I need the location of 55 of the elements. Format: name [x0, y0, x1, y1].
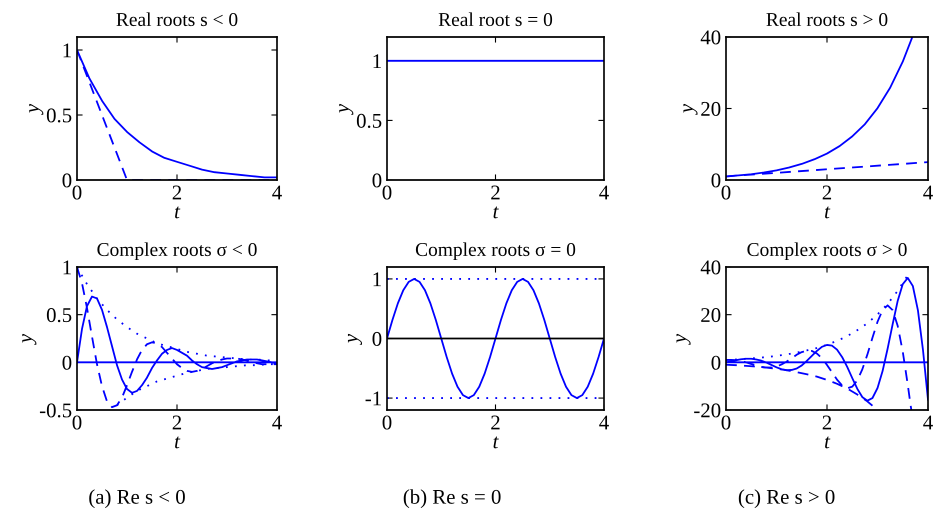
y-axis-title: y	[348, 334, 362, 345]
y-tick-label: 0	[712, 356, 720, 370]
y-tick-label: 1	[374, 272, 381, 286]
y-axis-title: y	[676, 334, 691, 345]
x-axis-title: t	[175, 436, 180, 448]
x-tick-label: 4	[272, 416, 282, 430]
chart-title: Real roots s < 0	[116, 12, 238, 26]
y-tick-label: 0	[712, 173, 720, 188]
y-tick-label: 20	[701, 102, 720, 116]
y-axis-title: y	[683, 104, 698, 115]
y-tick-label: 0	[62, 356, 72, 370]
y-tick-label: -0.5	[40, 403, 72, 418]
y-axis-title: y	[22, 334, 36, 345]
y-tick-label: -20	[694, 403, 720, 418]
y-tick-label: 0	[372, 173, 382, 188]
x-tick-label: 4	[599, 186, 609, 200]
y-tick-label: 40	[700, 260, 720, 274]
x-tick-label: 2	[491, 416, 500, 430]
chart-title: Real root s = 0	[438, 12, 552, 26]
y-tick-label: 20	[701, 308, 720, 322]
y-tick-label: 0.5	[356, 114, 382, 128]
y-tick-label: 0	[62, 173, 72, 188]
x-axis-title: t	[825, 436, 830, 448]
x-axis-title: t	[175, 206, 180, 218]
x-tick-label: 2	[172, 416, 182, 430]
y-tick-label: -1	[366, 392, 381, 406]
text: (c) Re s > 0	[738, 489, 834, 508]
x-tick-label: 4	[923, 186, 933, 200]
chart-title: Real roots s > 0	[766, 12, 888, 26]
y-axis-title: y	[29, 104, 44, 115]
x-axis-title: t	[825, 206, 830, 218]
y-tick-label: 0.5	[46, 108, 72, 123]
x-tick-label: 2	[172, 186, 182, 200]
y-tick-label: 1	[64, 260, 71, 274]
y-tick-label: 1	[374, 54, 381, 68]
x-tick-label: 2	[491, 186, 500, 200]
text: (a) Re s < 0	[89, 489, 185, 508]
x-tick-label: 4	[923, 416, 933, 430]
y-tick-label: 0	[372, 332, 382, 346]
x-axis-title: t	[494, 206, 499, 218]
y-axis-title: y	[339, 104, 354, 115]
x-tick-label: 2	[822, 416, 832, 430]
x-tick-label: 2	[822, 186, 832, 200]
x-tick-label: 4	[272, 186, 282, 200]
y-tick-label: 40	[700, 30, 720, 44]
x-tick-label: 0	[722, 415, 730, 430]
y-tick-label: 1	[64, 43, 71, 58]
y-tick-label: 0.5	[46, 308, 72, 322]
x-axis-title: t	[494, 436, 499, 448]
text: (b) Re s = 0	[404, 489, 501, 508]
chart-title: Complex roots σ > 0	[747, 242, 907, 260]
chart-title: Complex roots σ = 0	[416, 242, 576, 260]
chart-title: Complex roots σ < 0	[97, 242, 257, 260]
x-tick-label: 0	[722, 185, 730, 200]
x-tick-label: 4	[599, 416, 609, 430]
